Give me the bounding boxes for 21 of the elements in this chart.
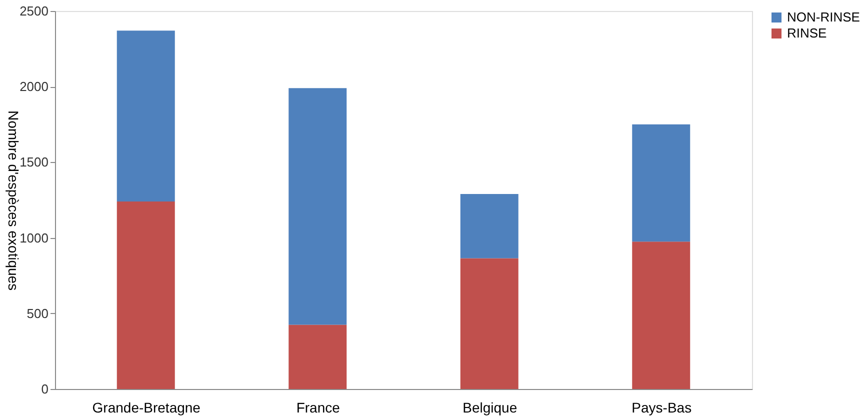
- legend-label: RINSE: [787, 26, 828, 40]
- y-tick-label: 2000: [20, 79, 48, 94]
- bar: [116, 202, 175, 389]
- y-tick-label: 500: [26, 306, 48, 321]
- y-tick-label: 1000: [20, 230, 48, 246]
- x-tick-label: France: [296, 400, 340, 416]
- y-tick-label: 0: [41, 382, 48, 396]
- bar: [116, 30, 175, 202]
- x-tick-label: Pays-Bas: [632, 400, 692, 416]
- bar: [632, 124, 690, 242]
- x-tick-label: Belgique: [462, 400, 518, 416]
- bar: [460, 258, 518, 389]
- x-tick-label: Grande-Bretagne: [92, 400, 201, 416]
- bar: [288, 324, 347, 389]
- bar: [460, 194, 518, 258]
- y-tick-label: 2500: [20, 4, 48, 18]
- y-tick-label: 1500: [20, 154, 48, 170]
- bar: [632, 242, 690, 389]
- legend-label: NON-RINSE: [787, 10, 860, 24]
- y-axis-title: Nombre d'espèces exotiques: [6, 110, 22, 291]
- bar: [288, 88, 347, 325]
